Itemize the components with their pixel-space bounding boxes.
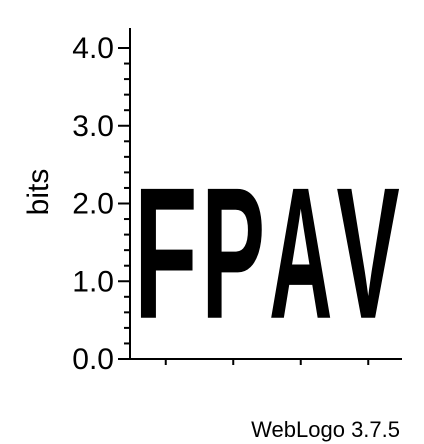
logo-letter-f: F <box>134 150 197 359</box>
y-tick-label: 3.0 <box>72 110 114 143</box>
logo-letter-p: P <box>202 148 266 359</box>
y-tick-label: 0.0 <box>72 343 114 376</box>
y-axis: 0.0 1.0 2.0 3.0 4.0 <box>72 28 131 376</box>
y-tick-label: 2.0 <box>72 188 114 221</box>
x-axis <box>130 358 402 365</box>
logo-letter-v: V <box>337 150 400 358</box>
y-axis-title: bits <box>22 169 55 216</box>
y-tick-label: 4.0 <box>72 32 114 65</box>
y-tick-label: 1.0 <box>72 265 114 298</box>
weblogo-credit: WebLogo 3.7.5 <box>251 417 400 442</box>
logo-letter-a: A <box>269 149 332 359</box>
